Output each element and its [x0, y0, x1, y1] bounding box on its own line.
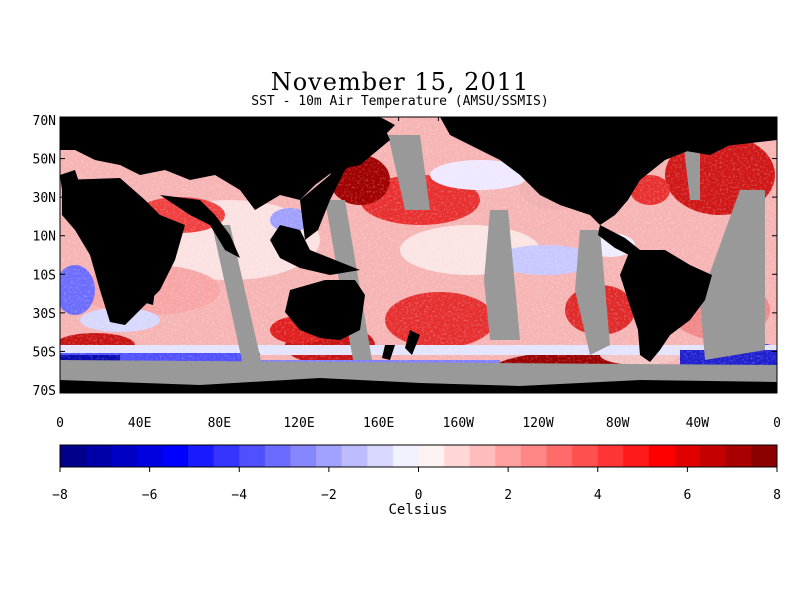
colorbar-tick-label: −6	[142, 488, 158, 503]
colorbar-bin	[495, 445, 522, 467]
map-plot-area	[60, 117, 777, 393]
lon-label: 40E	[128, 416, 151, 431]
lat-ticks: 70N 50N 30N 10N 10S 30S 50S 70S	[33, 114, 777, 399]
colorbar-bin	[60, 445, 87, 467]
lon-ticks: 0 40E 80E 120E 160E 160W 120W 80W 40W 0	[56, 117, 781, 431]
colorbar-bin	[264, 445, 291, 467]
colorbar-bin	[674, 445, 701, 467]
colorbar-bin	[162, 445, 189, 467]
colorbar-bin	[520, 445, 548, 467]
colorbar-bin	[213, 445, 240, 467]
colorbar-tick-label: 6	[683, 488, 691, 503]
lon-label: 0	[773, 416, 781, 431]
colorbar-bin	[623, 445, 650, 467]
colorbar-bin	[367, 445, 394, 467]
colorbar-bin	[725, 445, 752, 467]
colorbar-bin	[444, 445, 471, 467]
lat-label: 70N	[33, 114, 56, 129]
colorbar-bin	[85, 445, 112, 467]
map-subtitle: SST - 10m Air Temperature (AMSU/SSMIS)	[251, 94, 549, 109]
colorbar-tick-label: −8	[52, 488, 68, 503]
lat-label: 30S	[33, 307, 56, 322]
colorbar-label: Celsius	[388, 502, 448, 518]
colorbar-bin	[700, 445, 727, 467]
lon-label: 0	[56, 416, 64, 431]
colorbar	[60, 445, 778, 467]
colorbar-bin	[239, 445, 266, 467]
colorbar-ticks: −8 −6 −4 −2 0 2 4 6 8	[52, 467, 781, 503]
map-title: November 15, 2011	[270, 68, 530, 96]
lon-label: 80E	[208, 416, 231, 431]
colorbar-bin	[546, 445, 573, 467]
colorbar-tick-label: 2	[504, 488, 512, 503]
colorbar-bin	[751, 445, 778, 467]
lon-label: 120W	[522, 416, 553, 431]
colorbar-bin	[136, 445, 163, 467]
colorbar-bin	[316, 445, 343, 467]
colorbar-bin	[597, 445, 624, 467]
lat-label: 30N	[33, 191, 56, 206]
lon-label: 160W	[443, 416, 474, 431]
map-frame	[59, 116, 778, 394]
missing-data-swaths	[60, 135, 777, 393]
colorbar-bin	[290, 445, 317, 467]
colorbar-bin	[111, 445, 138, 467]
colorbar-tick-label: 4	[594, 488, 602, 503]
colorbar-bin	[648, 445, 676, 467]
colorbar-tick-label: 0	[415, 488, 423, 503]
lon-label: 120E	[283, 416, 314, 431]
lat-label: 10S	[33, 268, 56, 283]
colorbar-tick-label: 8	[773, 488, 781, 503]
colorbar-bin	[572, 445, 599, 467]
lon-label: 80W	[606, 416, 630, 431]
lon-label: 40W	[686, 416, 710, 431]
lat-label: 70S	[33, 384, 56, 399]
colorbar-bin	[188, 445, 215, 467]
lon-label: 160E	[363, 416, 394, 431]
colorbar-tick-label: −4	[231, 488, 247, 503]
colorbar-bin	[469, 445, 496, 467]
colorbar-tick-label: −2	[321, 488, 337, 503]
lat-label: 50N	[33, 153, 56, 168]
lat-label: 10N	[33, 230, 56, 245]
colorbar-bin	[418, 445, 445, 467]
lat-label: 50S	[33, 345, 56, 360]
colorbar-bin	[392, 445, 419, 467]
colorbar-bin	[341, 445, 368, 467]
